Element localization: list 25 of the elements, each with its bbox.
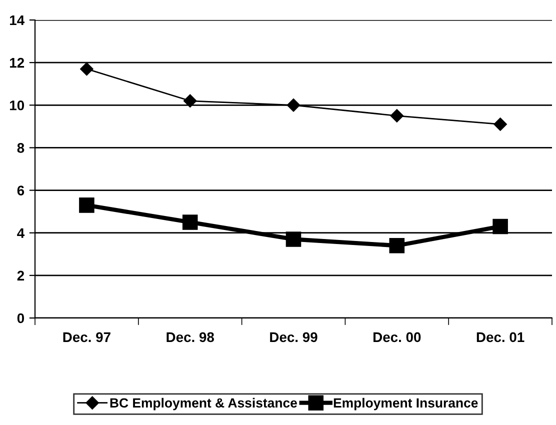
y-tick-label: 0 xyxy=(17,313,24,324)
y-tick-label: 4 xyxy=(17,228,25,238)
x-tick-label: Dec. 01 xyxy=(476,332,524,342)
point xyxy=(286,98,300,112)
x-tick-label: Dec. 98 xyxy=(166,332,214,342)
point xyxy=(182,214,198,230)
point xyxy=(80,62,94,76)
y-tick-label: 6 xyxy=(17,186,24,196)
y-tick-label: 14 xyxy=(10,15,25,26)
y-tick-label: 2 xyxy=(17,270,24,280)
point xyxy=(494,118,507,131)
legend-label: Employment Insurance xyxy=(334,398,478,410)
point xyxy=(286,232,302,247)
point xyxy=(389,238,405,254)
point xyxy=(492,218,508,234)
y-tick-label: 10 xyxy=(10,100,24,110)
point xyxy=(79,198,94,213)
legend-label: BC Employment & Assistance xyxy=(110,398,297,410)
x-tick-label: Dec. 99 xyxy=(270,332,318,342)
x-tick-label: Dec. 97 xyxy=(63,332,110,342)
point xyxy=(390,109,404,122)
point xyxy=(184,94,197,108)
x-tick-label: Dec. 00 xyxy=(374,332,421,342)
y-tick-label: 8 xyxy=(17,143,24,153)
y-tick-label: 12 xyxy=(10,58,24,68)
